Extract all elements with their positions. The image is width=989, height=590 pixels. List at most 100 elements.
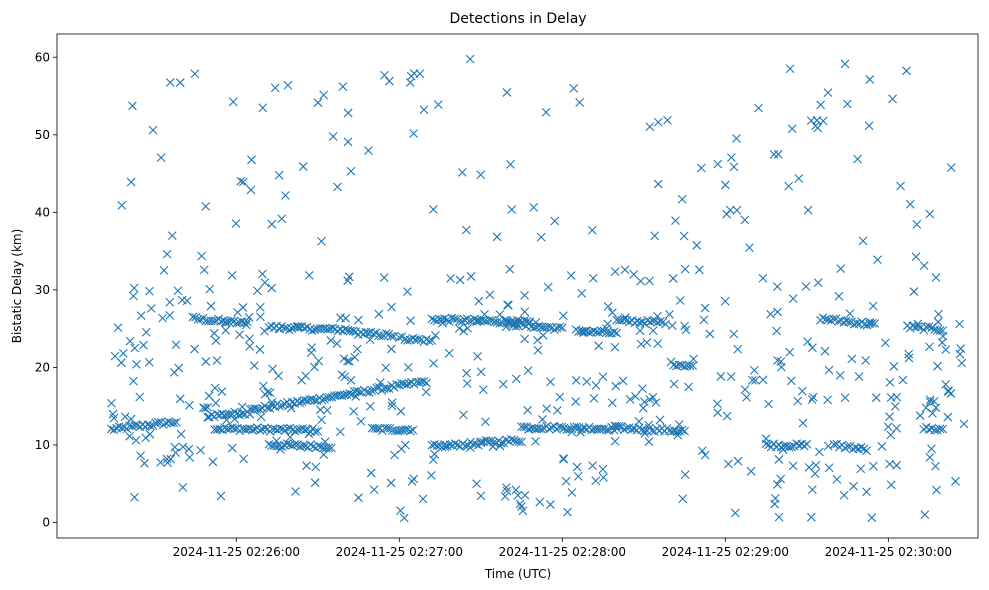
data-point-x-marker (476, 491, 486, 501)
data-point-x-marker (720, 180, 730, 190)
data-point-x-marker (663, 115, 672, 125)
data-point-x-marker (325, 392, 334, 402)
data-point-x-marker (642, 338, 652, 347)
data-point-x-marker (356, 416, 366, 426)
data-point-x-marker (408, 425, 418, 435)
data-point-x-marker (536, 232, 546, 242)
data-point-x-marker (492, 232, 502, 242)
data-point-x-marker (935, 326, 945, 335)
data-point-x-marker (610, 267, 620, 276)
data-point-x-marker (546, 500, 555, 509)
data-point-x-marker (724, 459, 733, 469)
data-point-x-marker (609, 327, 619, 337)
data-point-x-marker (313, 426, 323, 436)
data-point-x-marker (946, 163, 956, 172)
data-point-x-marker (118, 348, 128, 358)
data-point-x-marker (275, 424, 285, 433)
x-axis: 2024-11-25 02:26:00 2024-11-25 02:27:00 20… (173, 538, 952, 559)
data-point-x-marker (131, 436, 141, 445)
data-point-x-marker (919, 261, 929, 271)
data-point-x-marker (185, 452, 195, 462)
data-point-x-marker (462, 379, 472, 388)
data-point-x-marker (290, 439, 300, 449)
data-point-x-marker (367, 386, 377, 396)
data-point-x-marker (317, 415, 326, 425)
data-point-x-marker (932, 425, 942, 435)
data-point-x-marker (320, 437, 330, 447)
data-point-x-marker (798, 418, 808, 428)
data-point-x-marker (754, 103, 763, 113)
data-point-x-marker (498, 379, 508, 389)
data-point-x-marker (352, 344, 362, 354)
data-point-x-marker (465, 443, 475, 452)
data-point-x-marker (620, 265, 630, 275)
data-point-x-marker (148, 125, 158, 135)
data-point-x-marker (813, 278, 823, 287)
data-point-x-marker (402, 287, 412, 297)
data-point-x-marker (520, 334, 530, 344)
y-tick-label: 20 (35, 360, 50, 374)
x-tick-label: 2024-11-25 02:28:00 (499, 545, 626, 559)
data-point-x-marker (773, 307, 782, 317)
data-point-x-marker (172, 417, 181, 427)
data-point-x-marker (231, 219, 241, 228)
data-point-x-marker (909, 287, 919, 296)
data-point-x-marker (684, 382, 693, 392)
data-point-x-marker (176, 429, 186, 439)
y-tick-label: 60 (35, 50, 50, 64)
data-point-x-marker (937, 338, 947, 347)
data-point-x-marker (375, 378, 385, 387)
data-point-x-marker (725, 205, 735, 215)
data-point-x-marker (732, 205, 742, 215)
data-point-x-marker (836, 264, 846, 273)
data-point-x-marker (125, 431, 135, 441)
data-point-x-marker (450, 314, 459, 324)
data-point-x-marker (267, 219, 277, 229)
data-point-x-marker (834, 291, 844, 301)
data-point-x-marker (951, 476, 960, 486)
data-point-x-marker (409, 474, 419, 484)
data-point-x-marker (740, 385, 750, 394)
data-point-x-marker (405, 426, 415, 436)
data-point-x-marker (555, 392, 565, 402)
data-point-x-marker (300, 323, 309, 333)
data-point-x-marker (925, 395, 935, 405)
data-point-x-marker (769, 150, 779, 159)
data-point-x-marker (247, 155, 256, 165)
data-point-x-marker (346, 166, 356, 176)
data-point-x-marker (834, 316, 843, 326)
data-point-x-marker (455, 316, 464, 326)
data-point-x-marker (374, 309, 384, 319)
data-point-x-marker (672, 427, 682, 437)
data-point-x-marker (511, 321, 521, 331)
data-point-x-marker (505, 264, 515, 274)
data-point-x-marker (369, 329, 378, 339)
data-point-x-marker (454, 323, 464, 333)
data-point-x-marker (868, 461, 878, 471)
data-point-x-marker (113, 323, 123, 333)
data-point-x-marker (319, 450, 329, 460)
data-point-x-marker (890, 401, 900, 411)
data-point-x-marker (636, 339, 646, 349)
data-point-x-marker (400, 425, 410, 434)
data-point-x-marker (387, 344, 396, 354)
data-point-x-marker (465, 316, 474, 326)
data-point-x-marker (788, 294, 798, 304)
data-point-x-marker (396, 406, 406, 416)
data-point-x-marker (310, 362, 319, 372)
data-point-x-marker (217, 387, 227, 396)
data-point-x-marker (300, 441, 310, 451)
data-point-x-marker (598, 464, 608, 474)
data-point-x-marker (840, 59, 850, 69)
data-point-x-marker (311, 462, 321, 472)
x-tick-label: 2024-11-25 02:30:00 (825, 545, 952, 559)
data-point-x-marker (610, 421, 620, 431)
data-point-x-marker (932, 485, 941, 495)
data-point-x-marker (457, 168, 467, 177)
data-point-x-marker (287, 441, 297, 450)
data-point-x-marker (502, 486, 512, 496)
data-point-x-marker (369, 485, 379, 495)
data-point-x-marker (828, 314, 838, 324)
data-point-x-marker (175, 394, 185, 404)
